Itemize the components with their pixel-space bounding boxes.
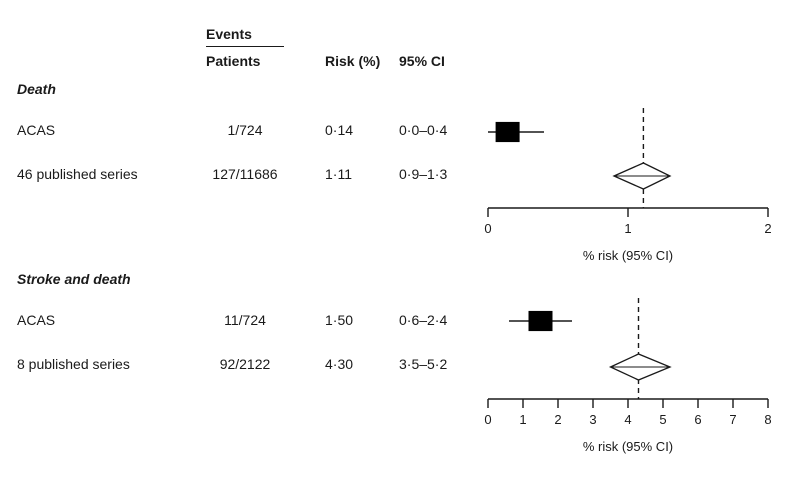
- x-tick-label: 2: [554, 412, 561, 427]
- risk-value: 0·14: [325, 122, 354, 138]
- risk-value: 4·30: [325, 356, 354, 372]
- x-tick-label: 1: [624, 221, 631, 236]
- x-tick-label: 0: [484, 412, 491, 427]
- x-tick-label: 7: [729, 412, 736, 427]
- x-tick-label: 0: [484, 221, 491, 236]
- point-estimate-square: [528, 310, 553, 332]
- point-estimate-square: [495, 121, 520, 143]
- section-title-death: Death: [17, 81, 56, 97]
- ci-value: 0·9–1·3: [399, 166, 448, 182]
- x-tick-label: 3: [589, 412, 596, 427]
- x-axis-label: % risk (95% CI): [583, 248, 673, 263]
- study-name: 8 published series: [17, 356, 130, 372]
- x-tick-label: 2: [764, 221, 771, 236]
- section-title-stroke-and-death: Stroke and death: [17, 271, 131, 287]
- events-patients: 127/11686: [212, 166, 278, 182]
- events-patients: 92/2122: [219, 356, 271, 372]
- header-risk: Risk (%): [325, 53, 381, 69]
- study-name: ACAS: [17, 312, 56, 328]
- risk-value: 1·50: [325, 312, 354, 328]
- x-tick-label: 1: [519, 412, 526, 427]
- header-patients: Patients: [206, 53, 261, 69]
- ci-value: 0·6–2·4: [399, 312, 448, 328]
- header-divider: [206, 46, 284, 47]
- ci-value: 3·5–5·2: [399, 356, 448, 372]
- study-name: ACAS: [17, 122, 56, 138]
- x-axis-label: % risk (95% CI): [583, 439, 673, 454]
- risk-value: 1·11: [325, 166, 352, 182]
- x-tick-label: 5: [659, 412, 666, 427]
- header-events: Events: [206, 26, 252, 42]
- events-patients: 11/724: [224, 312, 266, 328]
- x-tick-label: 8: [764, 412, 771, 427]
- x-tick-label: 4: [624, 412, 631, 427]
- header-ci: 95% CI: [399, 53, 445, 69]
- events-patients: 1/724: [227, 122, 263, 138]
- study-name: 46 published series: [17, 166, 138, 182]
- ci-value: 0·0–0·4: [399, 122, 448, 138]
- x-tick-label: 6: [694, 412, 701, 427]
